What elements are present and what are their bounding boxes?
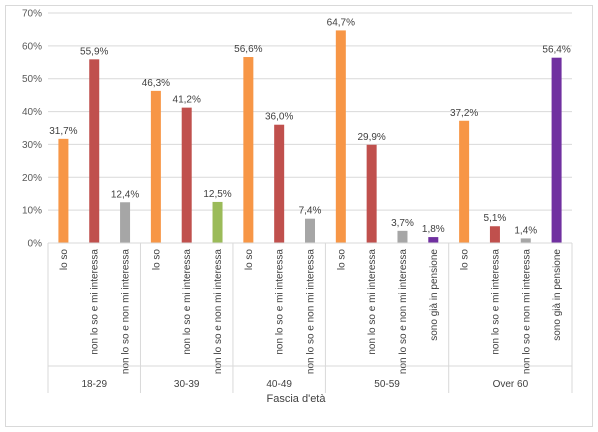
bar <box>274 124 285 243</box>
bar <box>397 230 408 243</box>
category-label: lo so <box>59 249 70 271</box>
data-label: 5,1% <box>484 213 507 224</box>
group-label: 40-49 <box>266 379 292 390</box>
bar <box>520 238 531 243</box>
bar <box>150 90 161 243</box>
y-tick-label: 40% <box>22 107 42 118</box>
category-label: non lo so e mi interessa <box>367 249 378 355</box>
data-label: 1,8% <box>422 224 445 235</box>
y-tick-label: 30% <box>22 140 42 151</box>
data-labels: 31,7% 55,9% 12,4% 46,3%41,2% 12,5% 56,6% 36,0%… <box>49 17 571 236</box>
data-label: 7,4% <box>299 206 322 217</box>
bar <box>366 144 377 243</box>
data-label: 41,2% <box>173 95 201 106</box>
category-label: non lo so e mi interessa <box>275 249 286 355</box>
data-label: 36,0% <box>265 112 293 123</box>
data-label: 56,4% <box>542 45 570 56</box>
group-label: Over 60 <box>493 379 529 390</box>
bar <box>489 226 500 243</box>
y-axis-ticks: 0% 10% 20% 30% 40% 50% 60% 70% <box>22 9 42 250</box>
data-label: 12,5% <box>203 189 231 200</box>
data-label: 12,4% <box>111 189 139 200</box>
category-label: non lo so e mi interessa <box>490 249 501 355</box>
category-label: non lo so e non mi interessa <box>121 249 132 375</box>
chart-frame <box>5 5 593 427</box>
bar <box>58 138 69 243</box>
bar <box>459 120 470 243</box>
group-label: 18-29 <box>81 379 107 390</box>
data-label: 1,4% <box>514 225 537 236</box>
category-label: non lo so e non mi interessa <box>521 249 532 375</box>
category-label: sono già in pensione <box>429 249 440 341</box>
y-tick-label: 10% <box>22 206 42 217</box>
bar <box>243 57 254 244</box>
category-label: non lo so e mi interessa <box>90 249 101 355</box>
y-tick-label: 20% <box>22 173 42 184</box>
bar <box>89 59 100 244</box>
x-axis-title: Fascia d'età <box>267 393 327 405</box>
bar <box>181 107 192 243</box>
category-labels: lo so non lo so e mi interessa non lo so e… <box>59 249 563 375</box>
data-label: 31,7% <box>49 126 77 137</box>
category-label: lo so <box>244 249 255 271</box>
y-tick-label: 0% <box>28 239 43 250</box>
group-labels: 18-29 30-39 40-49 50-59 Over 60 <box>47 242 573 393</box>
data-label: 37,2% <box>450 108 478 119</box>
bar <box>212 201 223 243</box>
category-label: non lo so e non mi interessa <box>213 249 224 375</box>
y-tick-label: 70% <box>22 9 42 20</box>
category-label: non lo so e non mi interessa <box>398 249 409 375</box>
bar <box>428 237 439 243</box>
data-label: 56,6% <box>234 44 262 55</box>
bar <box>551 57 562 243</box>
category-label: lo so <box>460 249 471 271</box>
data-label: 55,9% <box>80 46 108 57</box>
y-tick-label: 60% <box>22 41 42 52</box>
y-tick-label: 50% <box>22 74 42 85</box>
data-label: 46,3% <box>142 78 170 89</box>
group-label: 30-39 <box>174 379 200 390</box>
group-label: 50-59 <box>374 379 400 390</box>
bar <box>335 30 346 243</box>
category-label: non lo so e non mi interessa <box>306 249 317 375</box>
category-label: lo so <box>151 249 162 271</box>
category-label: non lo so e mi interessa <box>182 249 193 355</box>
data-label: 3,7% <box>391 218 414 229</box>
category-label: sono già in pensione <box>552 249 563 341</box>
data-label: 29,9% <box>357 132 385 143</box>
data-label: 64,7% <box>327 17 355 28</box>
category-label: lo so <box>336 249 347 271</box>
bar <box>120 202 131 243</box>
bar <box>305 218 315 243</box>
bars <box>58 30 562 244</box>
